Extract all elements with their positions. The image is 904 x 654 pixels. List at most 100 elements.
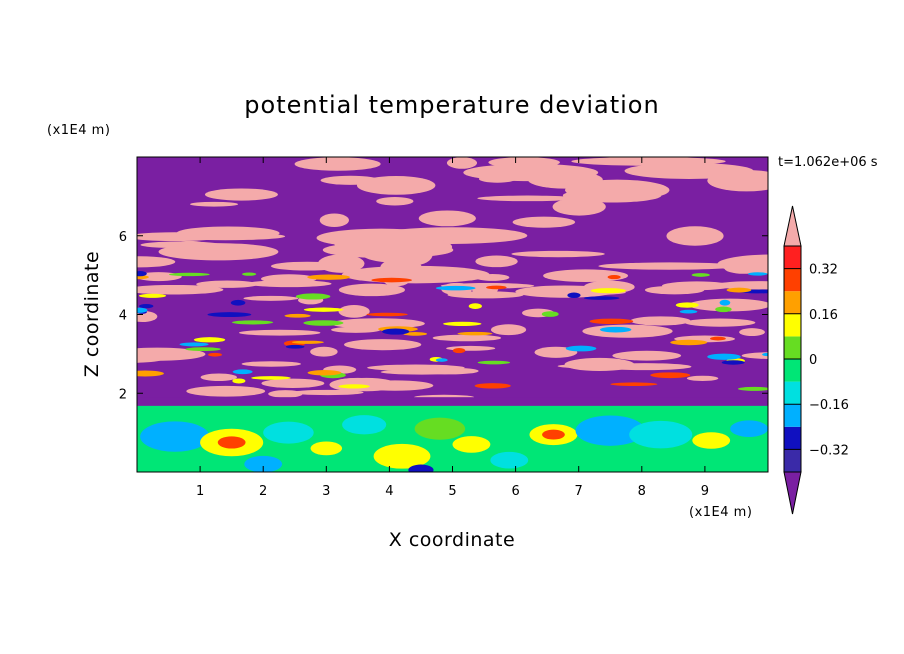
warm-streak: [661, 284, 721, 291]
warm-streak: [477, 195, 578, 202]
warm-streak: [294, 157, 381, 171]
warm-streak: [376, 197, 414, 206]
filament: [139, 303, 154, 309]
colorbar-bin: [784, 449, 801, 472]
warm-streak: [418, 210, 476, 227]
colorbar-bin: [784, 426, 801, 450]
warm-streak: [338, 304, 370, 318]
filament: [468, 303, 482, 309]
x-tick-label: 3: [322, 484, 330, 499]
colorbar-bin: [784, 291, 801, 314]
warm-streak: [247, 280, 332, 288]
filament: [567, 292, 581, 299]
x-tick-label: 1: [196, 484, 204, 499]
filament: [474, 383, 511, 389]
filament: [721, 360, 745, 365]
filament: [193, 337, 226, 343]
filament: [371, 277, 412, 283]
filament: [303, 307, 344, 312]
warm-streak: [534, 346, 578, 358]
filament: [589, 318, 634, 325]
filament: [168, 272, 210, 277]
colorbar-extend-top: [783, 205, 802, 247]
warm-streak: [243, 295, 299, 301]
colorbar-bin: [784, 268, 801, 292]
filament: [679, 309, 698, 314]
filament: [284, 313, 311, 318]
filament: [307, 274, 351, 280]
filament: [295, 293, 331, 300]
filament: [443, 321, 482, 327]
y-unit-label: (x1E4 m): [47, 123, 110, 138]
filament: [737, 386, 768, 391]
warm-streak: [186, 385, 266, 397]
warm-streak: [432, 334, 502, 342]
filament: [583, 296, 620, 300]
warm-streak: [446, 157, 478, 169]
filament: [231, 320, 274, 325]
colorbar-bin: [784, 404, 801, 427]
eddy: [575, 415, 645, 446]
x-tick-label: 6: [511, 484, 519, 499]
x-axis: 1 2 3 4 5 6 7 8 9: [196, 157, 709, 499]
filament: [230, 299, 246, 306]
warm-streak: [319, 213, 349, 227]
eddy: [310, 441, 343, 456]
filament: [137, 271, 147, 277]
filament: [477, 360, 511, 365]
filament: [590, 288, 627, 294]
warm-streak: [270, 261, 345, 271]
warm-streak: [684, 318, 756, 327]
eddy: [730, 420, 768, 437]
filament: [207, 312, 252, 318]
chart-title: potential temperature deviation: [244, 91, 659, 119]
colorbar-bin: [784, 381, 801, 405]
warm-streak: [338, 283, 405, 297]
warm-streak: [724, 262, 763, 274]
filament: [208, 352, 222, 357]
warm-streak: [137, 349, 171, 363]
filament: [452, 348, 466, 354]
filament: [366, 312, 408, 317]
warm-streak: [511, 250, 605, 258]
warm-streak: [543, 269, 629, 283]
eddy: [692, 432, 731, 449]
colorbar-bin: [784, 336, 801, 359]
x-tick-label: 5: [448, 484, 456, 499]
filament: [610, 382, 658, 386]
warm-streak: [739, 328, 765, 336]
x-tick-label: 4: [385, 484, 393, 499]
colorbar-tick-label: 0.16: [809, 308, 838, 323]
warm-streak: [362, 236, 453, 258]
y-tick-label: 6: [119, 230, 127, 245]
colorbar-bin: [784, 313, 801, 337]
filament: [232, 369, 253, 375]
filament: [747, 272, 768, 276]
filament: [303, 320, 344, 326]
filament: [251, 376, 291, 380]
warm-streak: [475, 255, 518, 268]
warm-streak: [200, 373, 237, 382]
filament: [726, 287, 752, 293]
colorbar-tick-label: 0.32: [809, 263, 838, 278]
colorbar-bin: [784, 246, 801, 269]
eddy: [629, 420, 693, 449]
filament: [137, 370, 164, 377]
filament: [137, 307, 148, 313]
eddy: [140, 421, 210, 452]
filament: [292, 340, 324, 344]
warm-streak: [380, 369, 464, 375]
x-axis-label: X coordinate: [389, 529, 515, 551]
warm-streak: [330, 318, 425, 329]
y-tick-label: 2: [119, 387, 127, 402]
warm-streak: [552, 197, 606, 216]
x-tick-label: 2: [259, 484, 267, 499]
filament: [607, 274, 621, 280]
warm-streak: [612, 350, 682, 361]
eddy: [542, 429, 565, 440]
filament: [435, 358, 448, 362]
eddy: [217, 436, 246, 449]
warm-streak: [686, 375, 719, 382]
colorbar-tick-label: −0.32: [809, 443, 849, 458]
